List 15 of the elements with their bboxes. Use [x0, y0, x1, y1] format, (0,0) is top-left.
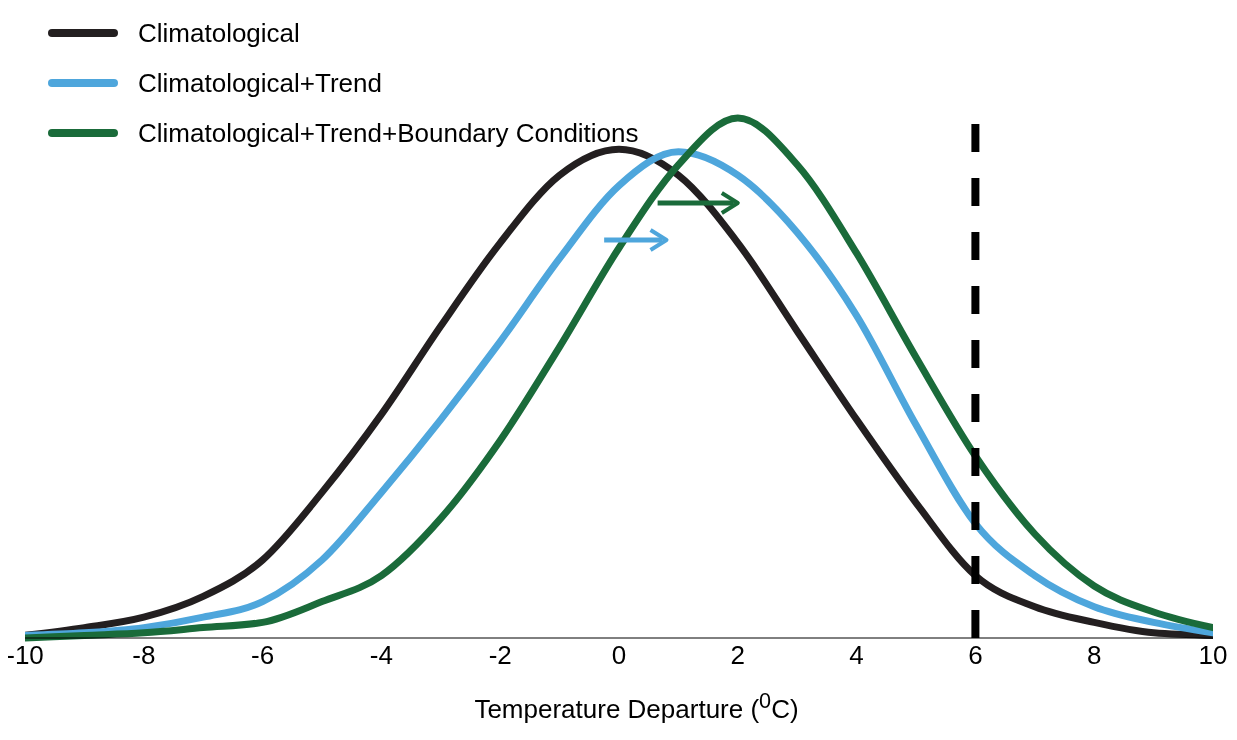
- x-tick-label: 10: [1198, 640, 1228, 671]
- x-tick-label: -10: [6, 640, 44, 671]
- x-tick-label: 2: [730, 640, 746, 671]
- legend-label: Climatological: [138, 17, 300, 49]
- legend-label: Climatological+Trend+Boundary Conditions: [138, 117, 639, 149]
- x-tick-label: -2: [488, 640, 512, 671]
- x-axis-title: Temperature Departure ($^{0}$C): [473, 688, 800, 725]
- x-tick-label: 6: [968, 640, 983, 671]
- x-tick-label: -8: [132, 640, 156, 671]
- x-tick-label: 0: [611, 640, 627, 671]
- legend-label: Climatological+Trend: [138, 67, 382, 99]
- x-tick-label: 4: [849, 640, 864, 671]
- x-tick-label: -4: [369, 640, 393, 671]
- x-tick-label: -6: [251, 640, 275, 671]
- x-tick-label: 8: [1086, 640, 1102, 671]
